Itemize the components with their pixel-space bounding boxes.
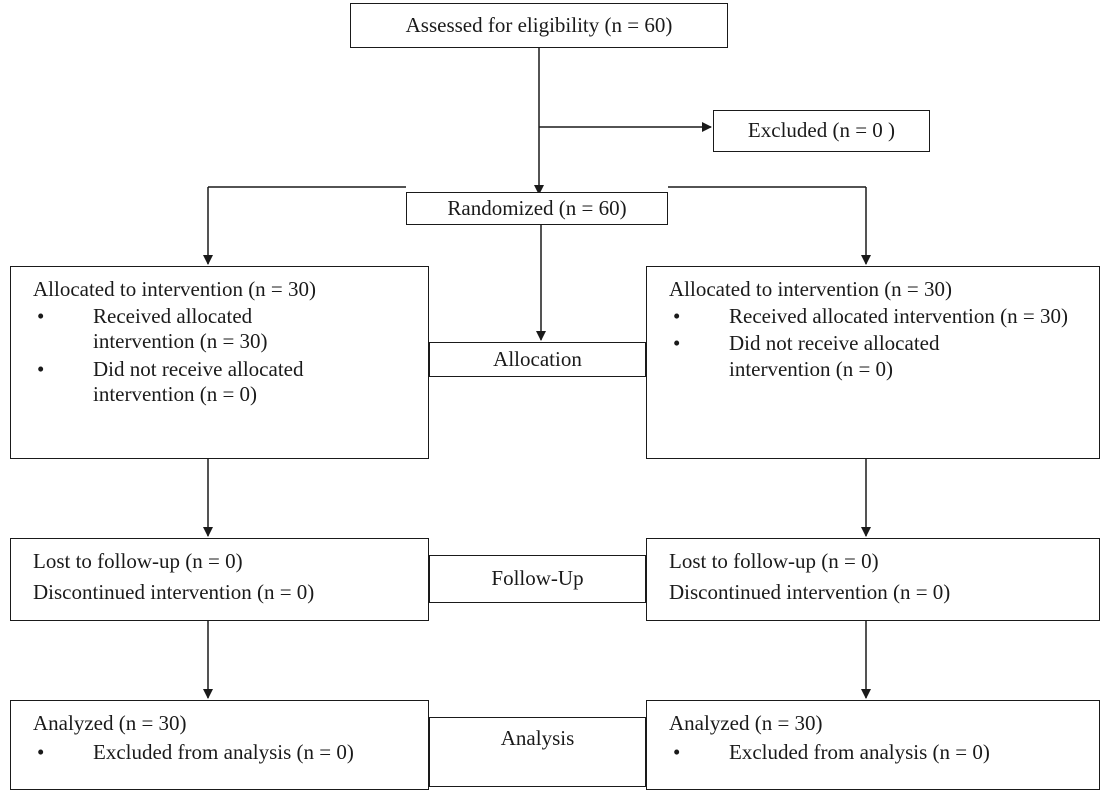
randomized-box: Randomized (n = 60) <box>406 192 668 225</box>
right-excluded-analysis-label: Excluded from analysis (n = 0) <box>729 740 990 765</box>
right-allocation-box: Allocated to intervention (n = 30) • Rec… <box>646 266 1100 459</box>
excluded-box: Excluded (n = 0 ) <box>713 110 930 152</box>
right-lost-label: Lost to follow-up (n = 0) <box>669 549 879 573</box>
randomized-label: Randomized (n = 60) <box>447 195 627 220</box>
right-not-received-label: Did not receive allocated intervention (… <box>729 331 940 381</box>
bullet-icon: • <box>37 304 45 329</box>
list-item: • Did not receive allocated intervention… <box>669 331 1099 381</box>
stage-analysis-box: Analysis <box>429 717 646 787</box>
right-follow-up-box: Lost to follow-up (n = 0) Discontinued i… <box>646 538 1100 621</box>
right-discontinued-label: Discontinued intervention (n = 0) <box>669 580 951 605</box>
bullet-icon: • <box>673 331 681 356</box>
right-analyzed-label: Analyzed (n = 30) <box>669 711 823 735</box>
assessed-label: Assessed for eligibility (n = 60) <box>405 12 673 37</box>
stage-allocation-label: Allocation <box>493 346 582 371</box>
list-item: • Excluded from analysis (n = 0) <box>669 740 1099 765</box>
left-analysis-box: Analyzed (n = 30) • Excluded from analys… <box>10 700 429 790</box>
left-not-received-label: Did not receive allocated intervention (… <box>93 356 304 406</box>
stage-analysis-label: Analysis <box>500 726 575 750</box>
list-item: • Received allocated intervention (n = 3… <box>33 304 428 354</box>
bullet-icon: • <box>37 356 45 381</box>
left-lost-label: Lost to follow-up (n = 0) <box>33 549 243 573</box>
right-analysis-box: Analyzed (n = 30) • Excluded from analys… <box>646 700 1100 790</box>
stage-follow-up-box: Follow-Up <box>429 555 646 603</box>
assessed-box: Assessed for eligibility (n = 60) <box>350 3 728 48</box>
left-allocation-box: Allocated to intervention (n = 30) • Rec… <box>10 266 429 459</box>
stage-allocation-box: Allocation <box>429 342 646 377</box>
right-allocation-title: Allocated to intervention (n = 30) <box>669 277 953 301</box>
bullet-icon: • <box>37 740 45 765</box>
list-item: • Received allocated intervention (n = 3… <box>669 304 1099 329</box>
bullet-icon: • <box>673 740 681 765</box>
stage-follow-up-label: Follow-Up <box>491 566 584 591</box>
left-received-label: Received allocated intervention (n = 30) <box>93 304 268 354</box>
bullet-icon: • <box>673 304 681 329</box>
left-allocation-title: Allocated to intervention (n = 30) <box>33 277 317 301</box>
left-discontinued-label: Discontinued intervention (n = 0) <box>33 580 315 605</box>
excluded-label: Excluded (n = 0 ) <box>747 118 896 143</box>
list-item: • Excluded from analysis (n = 0) <box>33 740 428 765</box>
left-follow-up-box: Lost to follow-up (n = 0) Discontinued i… <box>10 538 429 621</box>
left-analyzed-label: Analyzed (n = 30) <box>33 711 187 735</box>
right-received-label: Received allocated intervention (n = 30) <box>729 304 1068 329</box>
list-item: • Did not receive allocated intervention… <box>33 357 428 407</box>
left-excluded-analysis-label: Excluded from analysis (n = 0) <box>93 740 354 765</box>
